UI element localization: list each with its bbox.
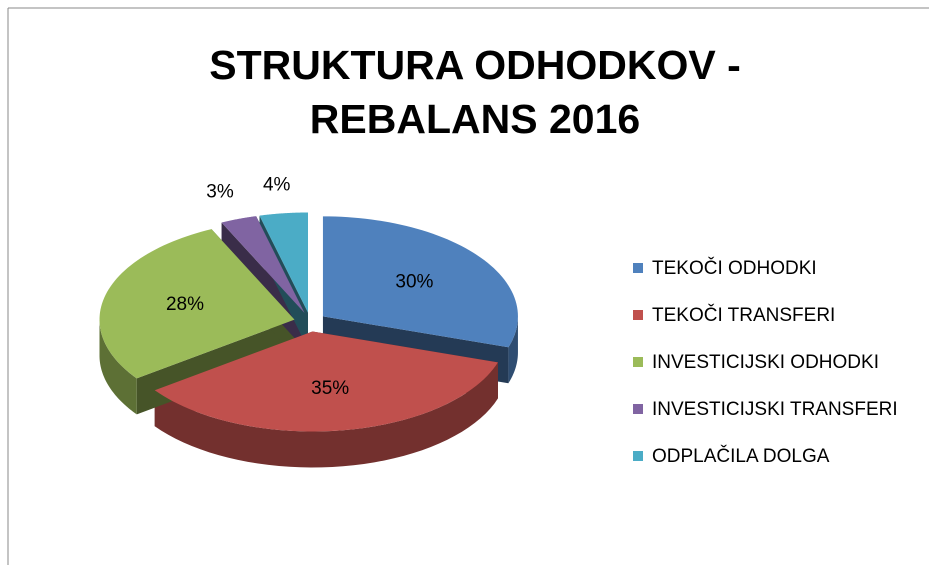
legend-label: TEKOČI TRANSFERI [652, 304, 835, 326]
slice [221, 216, 305, 313]
legend-label: TEKOČI ODHODKI [652, 257, 817, 279]
data-label: 4% [263, 175, 291, 196]
legend-label: INVESTICIJSKI TRANSFERI [652, 399, 898, 420]
chart-title: STRUKTURA ODHODKOV - REBALANS 2016 [209, 42, 741, 142]
legend-swatch [633, 263, 643, 273]
legend-swatch [633, 451, 643, 461]
legend-swatch [633, 404, 643, 414]
slice-wall [99, 319, 137, 415]
data-label: 35% [311, 378, 349, 399]
legend-swatch [633, 310, 643, 320]
legend-label: INVESTICIJSKI ODHODKI [652, 352, 879, 373]
slice-wall [508, 316, 518, 384]
slice [259, 212, 308, 313]
slice-wall [154, 362, 498, 468]
data-label: 28% [166, 294, 204, 315]
legend-label: ODPLAČILA DOLGA [652, 445, 830, 467]
slice [154, 331, 498, 432]
data-label: 3% [206, 182, 234, 203]
slice [99, 229, 295, 379]
legend-swatch [633, 357, 643, 367]
data-label: 30% [395, 271, 433, 292]
slice [322, 216, 518, 348]
